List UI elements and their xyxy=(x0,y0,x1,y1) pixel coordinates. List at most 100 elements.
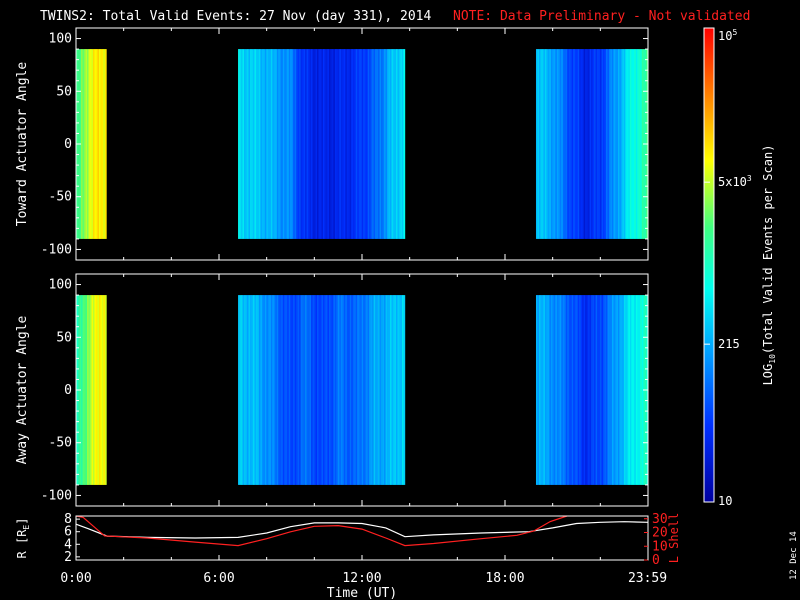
heatmap-column xyxy=(309,295,312,485)
heatmap-column xyxy=(330,295,333,485)
heatmap-column xyxy=(626,295,629,485)
heatmap-column xyxy=(622,295,625,485)
heatmap-column xyxy=(255,295,258,485)
heatmap-column xyxy=(91,49,94,239)
heatmap-column xyxy=(238,295,240,485)
toward-y-axis: 100 50 0 -50 -100 xyxy=(41,27,649,261)
heatmap-column xyxy=(336,295,339,485)
heatmap-column xyxy=(559,49,562,239)
heatmap-column xyxy=(638,49,641,239)
heatmap-column xyxy=(293,295,295,485)
heatmap-column xyxy=(547,295,550,485)
heatmap-column xyxy=(600,295,602,485)
heatmap-column xyxy=(291,295,294,485)
heatmap-column xyxy=(354,295,357,485)
colorbar-label: LOG10(Total Valid Events per Scan) xyxy=(761,145,777,386)
heatmap-column xyxy=(248,49,251,239)
heatmap-column xyxy=(562,49,565,239)
heatmap-column xyxy=(564,295,567,485)
heatmap-column xyxy=(254,295,257,485)
heatmap-column xyxy=(248,295,251,485)
heatmap-column xyxy=(603,49,605,239)
heatmap-column xyxy=(616,295,619,485)
heatmap-column xyxy=(276,49,279,239)
r-distance-line xyxy=(75,521,649,539)
heatmap-column xyxy=(267,49,270,239)
heatmap-column xyxy=(322,295,325,485)
heatmap-column xyxy=(272,49,275,239)
r-ytick-label: 6 xyxy=(64,525,72,540)
heatmap-column xyxy=(306,49,309,239)
heatmap-column xyxy=(628,295,631,485)
heatmap-column xyxy=(275,49,278,239)
heatmap-column xyxy=(278,49,281,239)
heatmap-column xyxy=(544,49,547,239)
heatmap-column xyxy=(559,295,562,485)
heatmap-column xyxy=(558,49,561,239)
heatmap-column xyxy=(538,295,541,485)
heatmap-column xyxy=(617,49,620,239)
heatmap-column xyxy=(576,295,578,485)
heatmap-column xyxy=(540,49,543,239)
heatmap-column xyxy=(346,295,349,485)
heatmap-column xyxy=(634,295,637,485)
heatmap-column xyxy=(558,295,561,485)
heatmap-column xyxy=(597,49,599,239)
time-xtick-label: 12:00 xyxy=(342,571,381,586)
heatmap-column xyxy=(553,49,556,239)
heatmap-column xyxy=(541,49,544,239)
heatmap-column xyxy=(372,295,374,485)
heatmap-column xyxy=(384,295,386,485)
heatmap-column xyxy=(294,295,297,485)
heatmap-column xyxy=(100,295,103,485)
heatmap-column xyxy=(261,295,264,485)
heatmap-column xyxy=(245,295,248,485)
heatmap-column xyxy=(637,295,640,485)
heatmap-column xyxy=(556,49,559,239)
heatmap-column xyxy=(312,295,315,485)
colorbar-tick-label: 5x103 xyxy=(718,174,752,189)
heatmap-column xyxy=(297,49,300,239)
heatmap-column xyxy=(369,49,371,239)
heatmap-column xyxy=(324,295,327,485)
heatmap-column xyxy=(281,295,284,485)
away-ylabel: Away Actuator Angle xyxy=(15,315,30,464)
heatmap-column xyxy=(245,49,248,239)
colorbar-tick-base: 5x10 xyxy=(718,175,747,189)
heatmap-column xyxy=(395,295,398,485)
heatmap-column xyxy=(571,295,574,485)
heatmap-column xyxy=(573,49,576,239)
heatmap-column xyxy=(348,295,351,485)
r-ylabel-close: ] xyxy=(15,518,29,525)
heatmap-column xyxy=(317,295,319,485)
heatmap-column xyxy=(623,49,626,239)
heatmap-column xyxy=(373,49,376,239)
heatmap-column xyxy=(293,49,295,239)
heatmap-column xyxy=(104,49,107,239)
heatmap-column xyxy=(367,295,370,485)
colorbar-tick-label: 105 xyxy=(718,28,737,43)
heatmap-column xyxy=(591,295,593,485)
heatmap-column xyxy=(588,49,590,239)
heatmap-column xyxy=(541,295,544,485)
heatmap-column xyxy=(279,295,282,485)
heatmap-column xyxy=(247,49,249,239)
heatmap-column xyxy=(571,49,574,239)
heatmap-column xyxy=(260,295,263,485)
lshell-line xyxy=(75,515,568,547)
heatmap-column xyxy=(634,49,637,239)
heatmap-column xyxy=(318,49,321,239)
heatmap-column xyxy=(342,295,345,485)
heatmap-column xyxy=(269,49,272,239)
heatmap-column xyxy=(90,295,92,485)
time-xtick-label: 23:59 xyxy=(628,571,667,586)
heatmap-column xyxy=(290,295,292,485)
heatmap-column xyxy=(305,295,307,485)
heatmap-column xyxy=(555,49,558,239)
heatmap-column xyxy=(631,295,634,485)
heatmap-column xyxy=(388,295,391,485)
heatmap-column xyxy=(376,49,379,239)
heatmap-column xyxy=(325,295,328,485)
